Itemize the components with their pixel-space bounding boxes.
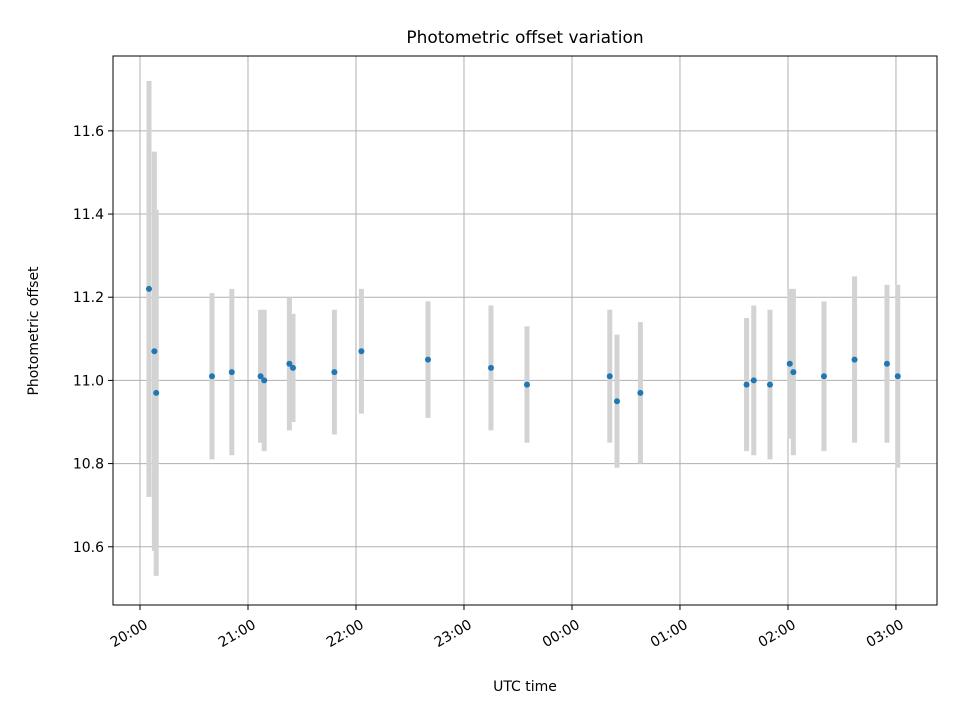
data-points [145, 285, 901, 405]
data-point [894, 373, 901, 380]
data-point [766, 381, 773, 388]
data-point [883, 360, 890, 367]
data-point [208, 373, 215, 380]
data-point [358, 348, 365, 355]
data-point [820, 373, 827, 380]
data-point [851, 356, 858, 363]
y-tick-label: 11.2 [73, 290, 104, 306]
data-point [750, 377, 757, 384]
data-point [523, 381, 530, 388]
plot-frame [112, 55, 938, 606]
data-point [743, 381, 750, 388]
data-point [637, 389, 644, 396]
data-point [424, 356, 431, 363]
y-axis-label: Photometric offset [26, 266, 42, 396]
data-point [257, 373, 264, 380]
chart-title: Photometric offset variation [406, 28, 643, 48]
data-point [261, 377, 268, 384]
data-point [331, 369, 338, 376]
data-point [151, 348, 158, 355]
data-point [228, 369, 235, 376]
y-tick-label: 10.8 [73, 457, 104, 473]
data-point [289, 364, 296, 371]
data-point [790, 369, 797, 376]
data-point [606, 373, 613, 380]
data-point [145, 285, 152, 292]
y-tick-label: 11.0 [73, 373, 104, 389]
y-tick-label: 10.6 [73, 540, 104, 556]
y-tick-label: 11.4 [73, 207, 104, 223]
data-point [286, 360, 293, 367]
data-point [613, 398, 620, 405]
data-point [487, 364, 494, 371]
grid [113, 56, 937, 605]
data-point [786, 360, 793, 367]
x-axis-label: UTC time [493, 679, 557, 695]
y-tick-label: 11.6 [73, 124, 104, 140]
data-point [153, 389, 160, 396]
